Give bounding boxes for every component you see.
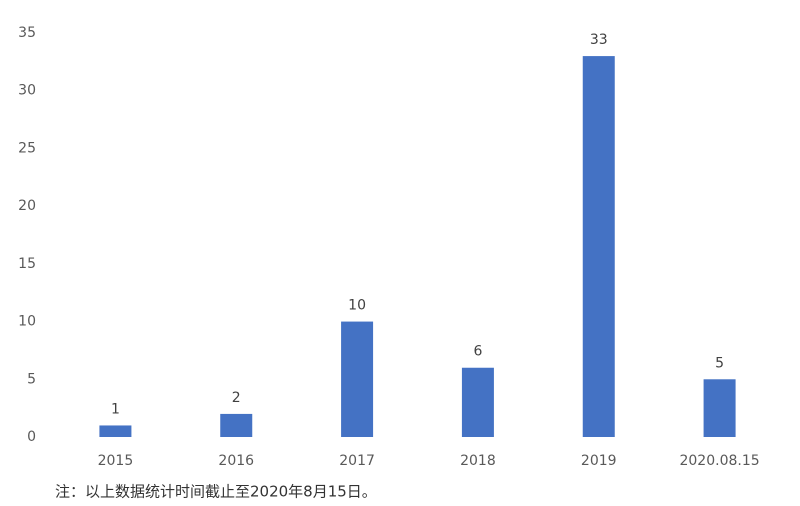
y-tick-label: 5 xyxy=(27,371,36,387)
y-tick-label: 0 xyxy=(27,429,36,445)
x-tick-label: 2018 xyxy=(460,453,496,469)
data-label: 1 xyxy=(111,401,120,417)
bar xyxy=(99,425,132,437)
data-label: 33 xyxy=(590,32,608,48)
x-tick-label: 2017 xyxy=(339,453,375,469)
x-tick-label: 2015 xyxy=(98,453,134,469)
x-tick-label: 2016 xyxy=(218,453,254,469)
y-tick-label: 30 xyxy=(18,83,36,99)
x-tick-label: 2020.08.15 xyxy=(679,453,759,469)
x-tick-label: 2019 xyxy=(581,453,617,469)
y-tick-label: 35 xyxy=(18,25,36,41)
data-label: 2 xyxy=(232,390,241,406)
bar xyxy=(703,379,736,437)
y-tick-label: 15 xyxy=(18,256,36,272)
bar xyxy=(341,321,374,437)
chart-note: 注：以上数据统计时间截止至2020年8月15日。 xyxy=(55,483,377,501)
y-tick-label: 20 xyxy=(18,198,36,214)
data-label: 6 xyxy=(473,344,482,360)
y-tick-label: 10 xyxy=(18,314,36,330)
bar xyxy=(461,367,494,437)
bar xyxy=(220,413,253,437)
data-label: 10 xyxy=(348,298,366,314)
data-label: 5 xyxy=(715,355,724,371)
y-tick-label: 25 xyxy=(18,140,36,156)
bar xyxy=(582,56,615,437)
